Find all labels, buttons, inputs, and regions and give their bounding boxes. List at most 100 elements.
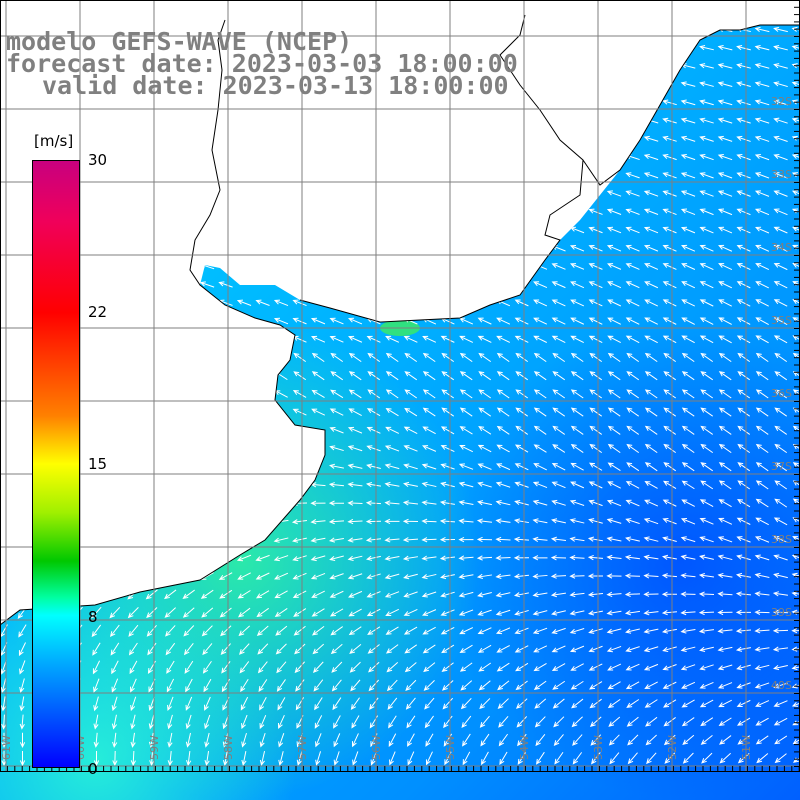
wind-arrow [572,752,583,765]
wind-arrow [128,642,138,656]
wind-arrow [718,717,732,726]
wind-arrow [384,555,400,561]
wind-arrow [608,716,621,727]
wind-arrow [478,662,492,672]
wind-arrow [333,733,341,748]
wind-arrow [625,190,640,197]
wind-arrow [626,699,640,708]
wind-arrow [403,591,418,598]
wind-arrow [330,352,344,363]
wind-arrow [1,714,7,730]
wind-arrow [699,536,714,543]
wind-arrow [570,425,584,435]
wind-arrow [293,352,307,363]
wind-arrow [717,117,733,124]
wind-arrow [737,352,751,363]
wind-arrow [295,679,305,692]
wind-arrow [680,154,696,161]
wind-arrow [773,664,788,671]
wind-arrow [589,389,603,399]
wind-arrow [348,335,363,343]
wind-arrow [385,408,399,417]
wind-arrow [662,154,677,161]
wind-arrow [92,642,101,656]
wind-arrow [276,661,287,674]
wind-arrow [625,481,640,489]
wind-arrow [204,732,210,748]
wind-arrow [588,208,603,215]
wind-arrow [404,371,418,381]
wind-arrow [754,190,770,197]
wind-arrow [699,299,714,307]
wind-arrow [441,407,455,417]
wind-arrow [328,518,345,525]
wind-arrow [310,519,326,525]
coastline [0,19,326,626]
wind-arrow [347,482,363,488]
wind-arrow [663,443,677,454]
wind-arrow [736,299,751,307]
wind-arrow [550,536,567,542]
wind-arrow [496,645,510,653]
wind-arrow [423,662,436,673]
wind-arrow [570,663,584,671]
wind-arrow [259,751,266,766]
wind-arrow [773,81,788,88]
wind-arrow [458,481,474,488]
wind-arrow [773,281,788,289]
wind-arrow [773,335,788,344]
wind-arrow [662,99,677,106]
wind-arrow [700,443,714,454]
wind-arrow [625,536,640,542]
wind-arrow [699,208,714,216]
wind-arrow [680,517,696,525]
wind-arrow [259,696,267,711]
wind-arrow [273,555,289,562]
wind-arrow [0,678,7,694]
wind-arrow [736,536,751,543]
wind-arrow [533,425,547,435]
wind-arrow [440,481,455,488]
wind-arrows [0,26,800,767]
wind-arrow [496,425,510,435]
wind-arrow [328,537,344,543]
wind-arrow [699,517,714,525]
wind-arrow [587,610,603,616]
wind-arrow [627,734,639,746]
wind-arrow [590,734,602,746]
wind-arrow [18,642,26,657]
wind-arrow [458,536,474,543]
wind-arrow [533,389,547,399]
wind-arrow [773,554,788,561]
wind-arrow [606,628,622,634]
wind-arrow [459,445,474,453]
wind-arrow [718,499,732,508]
wind-arrow [313,679,324,692]
wind-arrow [292,590,307,599]
wind-arrow [736,190,751,197]
wind-arrow [608,734,620,746]
wind-arrow [570,317,585,325]
latitude-label: 38S [771,533,792,546]
wind-arrow [589,698,602,709]
wind-arrow [422,335,437,343]
wind-arrow [440,463,455,470]
wind-arrow [588,299,603,307]
latitude-label: 36S [771,387,792,400]
wind-arrow [422,644,436,654]
wind-arrow [735,628,752,634]
wind-arrow [439,500,455,506]
wind-arrow [551,317,566,325]
wind-arrow [273,537,289,543]
wind-arrow [736,63,751,69]
wind-arrow [717,536,733,543]
wind-arrow [569,499,585,506]
wind-arrow [718,389,732,399]
wind-arrow [588,263,603,270]
wind-arrow [496,662,510,672]
wind-arrow [164,607,176,618]
wind-arrow [717,135,733,142]
wind-arrow [717,226,733,234]
wind-arrow [255,590,270,599]
wind-arrow [626,389,640,399]
